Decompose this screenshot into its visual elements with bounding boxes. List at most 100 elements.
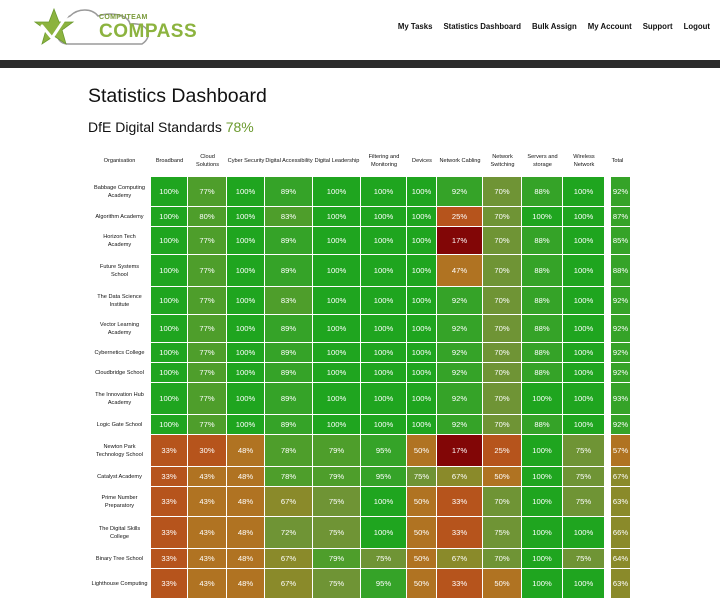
score-cell-broadband: 100% [151,343,187,362]
score-cell-network-cabling: 92% [437,177,482,206]
total-cell: 92% [611,343,630,362]
score-cell-cloud-solutions: 77% [188,315,226,342]
nav-logout[interactable]: Logout [683,22,710,31]
score-cell-wireless-network: 100% [563,287,604,314]
score-cell-digital-accessibility: 89% [265,315,312,342]
score-cell-broadband: 100% [151,227,187,254]
column-header-network-switching[interactable]: Network Switching [490,153,515,168]
main-nav: My Tasks Statistics Dashboard Bulk Assig… [387,22,710,31]
score-cell-digital-accessibility: 67% [265,487,312,516]
score-cell-digital-accessibility: 89% [265,415,312,434]
score-cell-cyber-security: 48% [227,467,264,486]
score-cell-cyber-security: 48% [227,487,264,516]
score-cell-cyber-security: 100% [227,287,264,314]
dfe-standards-percentage: 78% [225,119,254,135]
score-cell-digital-accessibility: 78% [265,467,312,486]
page-title: Statistics Dashboard [88,85,267,107]
score-cell-digital-leadership: 75% [313,517,360,548]
score-cell-devices: 100% [407,415,436,434]
column-header-digital-accessibility[interactable]: Digital Accessibility [265,157,313,164]
nav-my-tasks[interactable]: My Tasks [397,22,433,31]
score-cell-cloud-solutions: 43% [188,467,226,486]
score-cell-network-cabling: 25% [437,207,482,226]
nav-my-account[interactable]: My Account [587,22,632,31]
org-name: The Data Science Institute [97,293,142,308]
score-cell-network-switching: 70% [483,343,521,362]
score-cell-devices: 100% [407,343,436,362]
score-cell-wireless-network: 100% [563,255,604,286]
score-cell-filtering-and-monitoring: 95% [361,569,406,598]
score-cell-digital-leadership: 100% [313,363,360,382]
score-cell-broadband: 100% [151,177,187,206]
score-cell-digital-leadership: 100% [313,343,360,362]
score-cell-devices: 100% [407,177,436,206]
score-cell-wireless-network: 100% [563,315,604,342]
column-header-organisation[interactable]: Organisation [103,157,136,164]
score-cell-broadband: 33% [151,487,187,516]
column-header-network-cabling[interactable]: Network Cabling [439,157,481,164]
column-header-wireless-network[interactable]: Wireless Network [573,153,595,168]
nav-statistics-dashboard[interactable]: Statistics Dashboard [443,22,521,31]
score-cell-filtering-and-monitoring: 100% [361,383,406,414]
score-cell-servers-and-storage: 100% [522,435,562,466]
total-cell: 92% [611,177,630,206]
total-cell: 87% [611,207,630,226]
score-cell-broadband: 100% [151,207,187,226]
org-name: The Innovation Hub Academy [95,391,144,406]
score-cell-servers-and-storage: 100% [522,517,562,548]
score-cell-devices: 50% [407,435,436,466]
column-header-servers-and-storage[interactable]: Servers and storage [527,153,558,168]
score-cell-wireless-network: 100% [563,227,604,254]
column-header-total[interactable]: Total [611,157,624,164]
score-cell-cyber-security: 100% [227,227,264,254]
score-cell-digital-leadership: 100% [313,255,360,286]
score-cell-wireless-network: 100% [563,415,604,434]
org-name: Binary Tree School [95,555,144,562]
column-header-cloud-solutions[interactable]: Cloud Solutions [195,153,219,168]
score-cell-network-cabling: 92% [437,315,482,342]
score-cell-broadband: 33% [151,435,187,466]
score-cell-broadband: 33% [151,569,187,598]
score-cell-digital-accessibility: 83% [265,287,312,314]
score-cell-digital-leadership: 100% [313,287,360,314]
score-cell-filtering-and-monitoring: 100% [361,363,406,382]
score-cell-digital-accessibility: 72% [265,517,312,548]
score-cell-filtering-and-monitoring: 100% [361,227,406,254]
score-cell-devices: 100% [407,363,436,382]
org-name: Babbage Computing Academy [93,184,145,199]
compass-logo[interactable]: COMPUTEAM COMPASS [30,6,197,52]
score-cell-network-cabling: 92% [437,363,482,382]
org-name: Algorithm Academy [95,213,144,220]
score-cell-cyber-security: 48% [227,569,264,598]
nav-bulk-assign[interactable]: Bulk Assign [532,22,577,31]
score-cell-digital-leadership: 79% [313,549,360,568]
score-cell-cloud-solutions: 77% [188,255,226,286]
column-header-digital-leadership[interactable]: Digital Leadership [314,157,360,164]
score-cell-network-cabling: 92% [437,415,482,434]
score-cell-servers-and-storage: 100% [522,207,562,226]
score-cell-cloud-solutions: 43% [188,487,226,516]
score-cell-devices: 100% [407,315,436,342]
score-cell-cloud-solutions: 80% [188,207,226,226]
score-cell-network-cabling: 92% [437,383,482,414]
nav-support[interactable]: Support [642,22,673,31]
column-header-devices[interactable]: Devices [412,157,432,164]
score-cell-cyber-security: 100% [227,343,264,362]
org-name: Future Systems School [99,263,140,278]
org-name: The Digital Skills College [98,525,141,540]
total-cell: 63% [611,569,630,598]
score-cell-network-switching: 70% [483,227,521,254]
score-cell-filtering-and-monitoring: 100% [361,487,406,516]
score-cell-network-switching: 70% [483,549,521,568]
score-cell-network-cabling: 17% [437,435,482,466]
column-header-broadband[interactable]: Broadband [155,157,184,164]
org-name: Horizon Tech Academy [103,233,136,248]
score-cell-devices: 100% [407,207,436,226]
column-header-cyber-security[interactable]: Cyber Security [227,157,265,164]
score-cell-digital-accessibility: 89% [265,177,312,206]
column-header-filtering-and-monitoring[interactable]: Filtering and Monitoring [368,153,400,168]
logo-big-text: COMPASS [99,21,198,42]
score-cell-cyber-security: 100% [227,177,264,206]
score-cell-devices: 100% [407,255,436,286]
score-cell-cyber-security: 100% [227,207,264,226]
